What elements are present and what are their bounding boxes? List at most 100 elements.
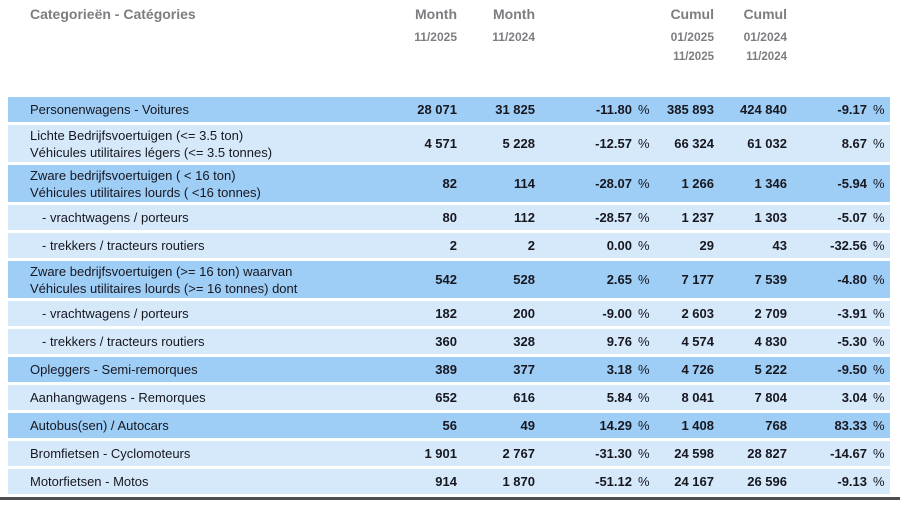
category-label: Autobus(sen) / Autocars [8,417,400,434]
cumul-percent-sign: % [873,390,885,405]
month-current-header: Month [415,6,457,22]
table-row: - trekkers / tracteurs routiers 360 328 9.7… [8,329,890,354]
cumul-current-cell: 7 177 [681,272,714,287]
header-date-row-2: 11/2025 11/2024 [8,51,890,63]
month-current-cell: 542 [435,272,457,287]
table-row: Personenwagens - Voitures 28 071 31 825 -11… [8,97,890,122]
month-percent-sign: % [638,474,650,489]
month-pct-cell: 5.84 [606,390,632,405]
cumul-current-cell: 66 324 [674,136,714,151]
cumul-percent-sign: % [873,418,885,433]
cumul-percent-sign: % [873,334,885,349]
month-percent-sign: % [638,418,650,433]
month-previous-cell: 616 [513,390,535,405]
category-column-header: Categorieën - Catégories [30,6,196,22]
category-label: Bromfietsen - Cyclomoteurs [8,445,400,462]
cumul-percent-sign: % [873,176,885,191]
month-previous-cell: 5 228 [502,136,535,151]
cumul-previous-cell: 5 222 [754,362,787,377]
table-row: Zware bedrijfsvoertuigen ( < 16 ton) Véhi… [8,165,890,202]
cumul-previous-cell: 43 [772,238,787,253]
month-pct-cell: -31.30 [595,446,632,461]
cumul-pct-cell: -14.67 [830,446,867,461]
cumul-pct-cell: -4.80 [837,272,867,287]
cumul-current-cell: 24 598 [674,446,714,461]
category-label-line: - vrachtwagens / porteurs [42,210,189,225]
table-row: Zware bedrijfsvoertuigen (>= 16 ton) waa… [8,261,890,298]
month-previous-header: Month [493,6,535,22]
cumul-current-cell: 29 [699,238,714,253]
cumul-current-date-from: 01/2025 [670,30,714,44]
category-label-line: Motorfietsen - Motos [30,474,149,489]
spacer [535,30,632,44]
month-previous-cell: 528 [513,272,535,287]
month-percent-sign: % [638,136,650,151]
cumul-previous-cell: 61 032 [747,136,787,151]
cumul-percent-sign: % [873,238,885,253]
category-label: Opleggers - Semi-remorques [8,361,400,378]
month-previous-cell: 112 [514,210,535,225]
month-pct-cell: 14.29 [599,418,632,433]
category-label: - trekkers / tracteurs routiers [8,237,400,254]
month-pct-cell: 3.18 [606,362,632,377]
category-label: Motorfietsen - Motos [8,473,400,490]
cumul-percent-sign: % [873,210,885,225]
month-pct-cell: 9.76 [606,334,632,349]
cumul-previous-cell: 4 830 [754,334,787,349]
cumul-previous-date-from: 01/2024 [743,30,787,44]
cumul-current-cell: 1 408 [681,418,714,433]
spacer [787,51,867,63]
cumul-previous-cell: 2 709 [754,306,787,321]
spacer [400,51,457,63]
month-previous-cell: 328 [513,334,535,349]
spacer [8,51,400,63]
month-percent-sign: % [638,334,650,349]
cumul-pct-cell: -3.91 [837,306,867,321]
cumul-current-cell: 385 893 [667,102,714,117]
month-previous-cell: 31 825 [495,102,535,117]
cumul-current-cell: 4 574 [681,334,714,349]
month-percent-sign: % [638,306,650,321]
cumul-previous-cell: 1 346 [754,176,787,191]
cumul-current-cell: 1 266 [681,176,714,191]
spacer [867,6,890,22]
cumul-pct-cell: -32.56 [830,238,867,253]
category-label-line: Zware bedrijfsvoertuigen ( < 16 ton) [30,167,236,183]
cumul-previous-cell: 26 596 [747,474,787,489]
cumul-current-cell: 4 726 [681,362,714,377]
table-row: Lichte Bedrijfsvoertuigen (<= 3.5 ton) Vé… [8,125,890,162]
cumul-current-date-to: 11/2025 [673,51,714,63]
header-date-row-1: 11/2025 11/2024 01/2025 01/2024 [8,30,890,44]
month-current-cell: 652 [435,390,457,405]
cumul-previous-cell: 1 303 [754,210,787,225]
month-pct-header-spacer [535,6,632,22]
category-label-line: - vrachtwagens / porteurs [42,306,189,321]
cumul-pct-cell: 3.04 [841,390,867,405]
table-row: - trekkers / tracteurs routiers 2 2 0.00% 29… [8,233,890,258]
month-current-cell: 82 [442,176,457,191]
category-label-line: Véhicules utilitaires lourds (>= 16 tonn… [30,280,298,296]
category-label-line: Bromfietsen - Cyclomoteurs [30,446,191,461]
month-previous-cell: 114 [514,176,535,191]
spacer [867,30,890,44]
cumul-previous-cell: 7 539 [754,272,787,287]
month-current-cell: 2 [449,238,457,253]
category-label: Personenwagens - Voitures [8,101,400,118]
month-pct-cell: -51.12 [595,474,632,489]
category-label: - vrachtwagens / porteurs [8,209,400,226]
cumul-percent-sign: % [873,136,885,151]
table-row: Opleggers - Semi-remorques 389 377 3.18% 4 7… [8,357,890,382]
table-row: Aanhangwagens - Remorques 652 616 5.84% 8 04… [8,385,890,410]
month-percent-sign: % [638,272,650,287]
cumul-pct-cell: -9.13 [837,474,867,489]
category-label: Zware bedrijfsvoertuigen ( < 16 ton) Véhi… [8,167,400,201]
month-current-cell: 4 571 [424,136,457,151]
category-label: - vrachtwagens / porteurs [8,305,400,322]
spacer [457,51,535,63]
month-pct-cell: 0.00 [606,238,632,253]
category-label-line: - trekkers / tracteurs routiers [42,238,205,253]
month-pct-cell: -28.57 [595,210,632,225]
cumul-previous-cell: 7 804 [754,390,787,405]
month-percent-sign: % [638,446,650,461]
spacer [8,30,400,44]
